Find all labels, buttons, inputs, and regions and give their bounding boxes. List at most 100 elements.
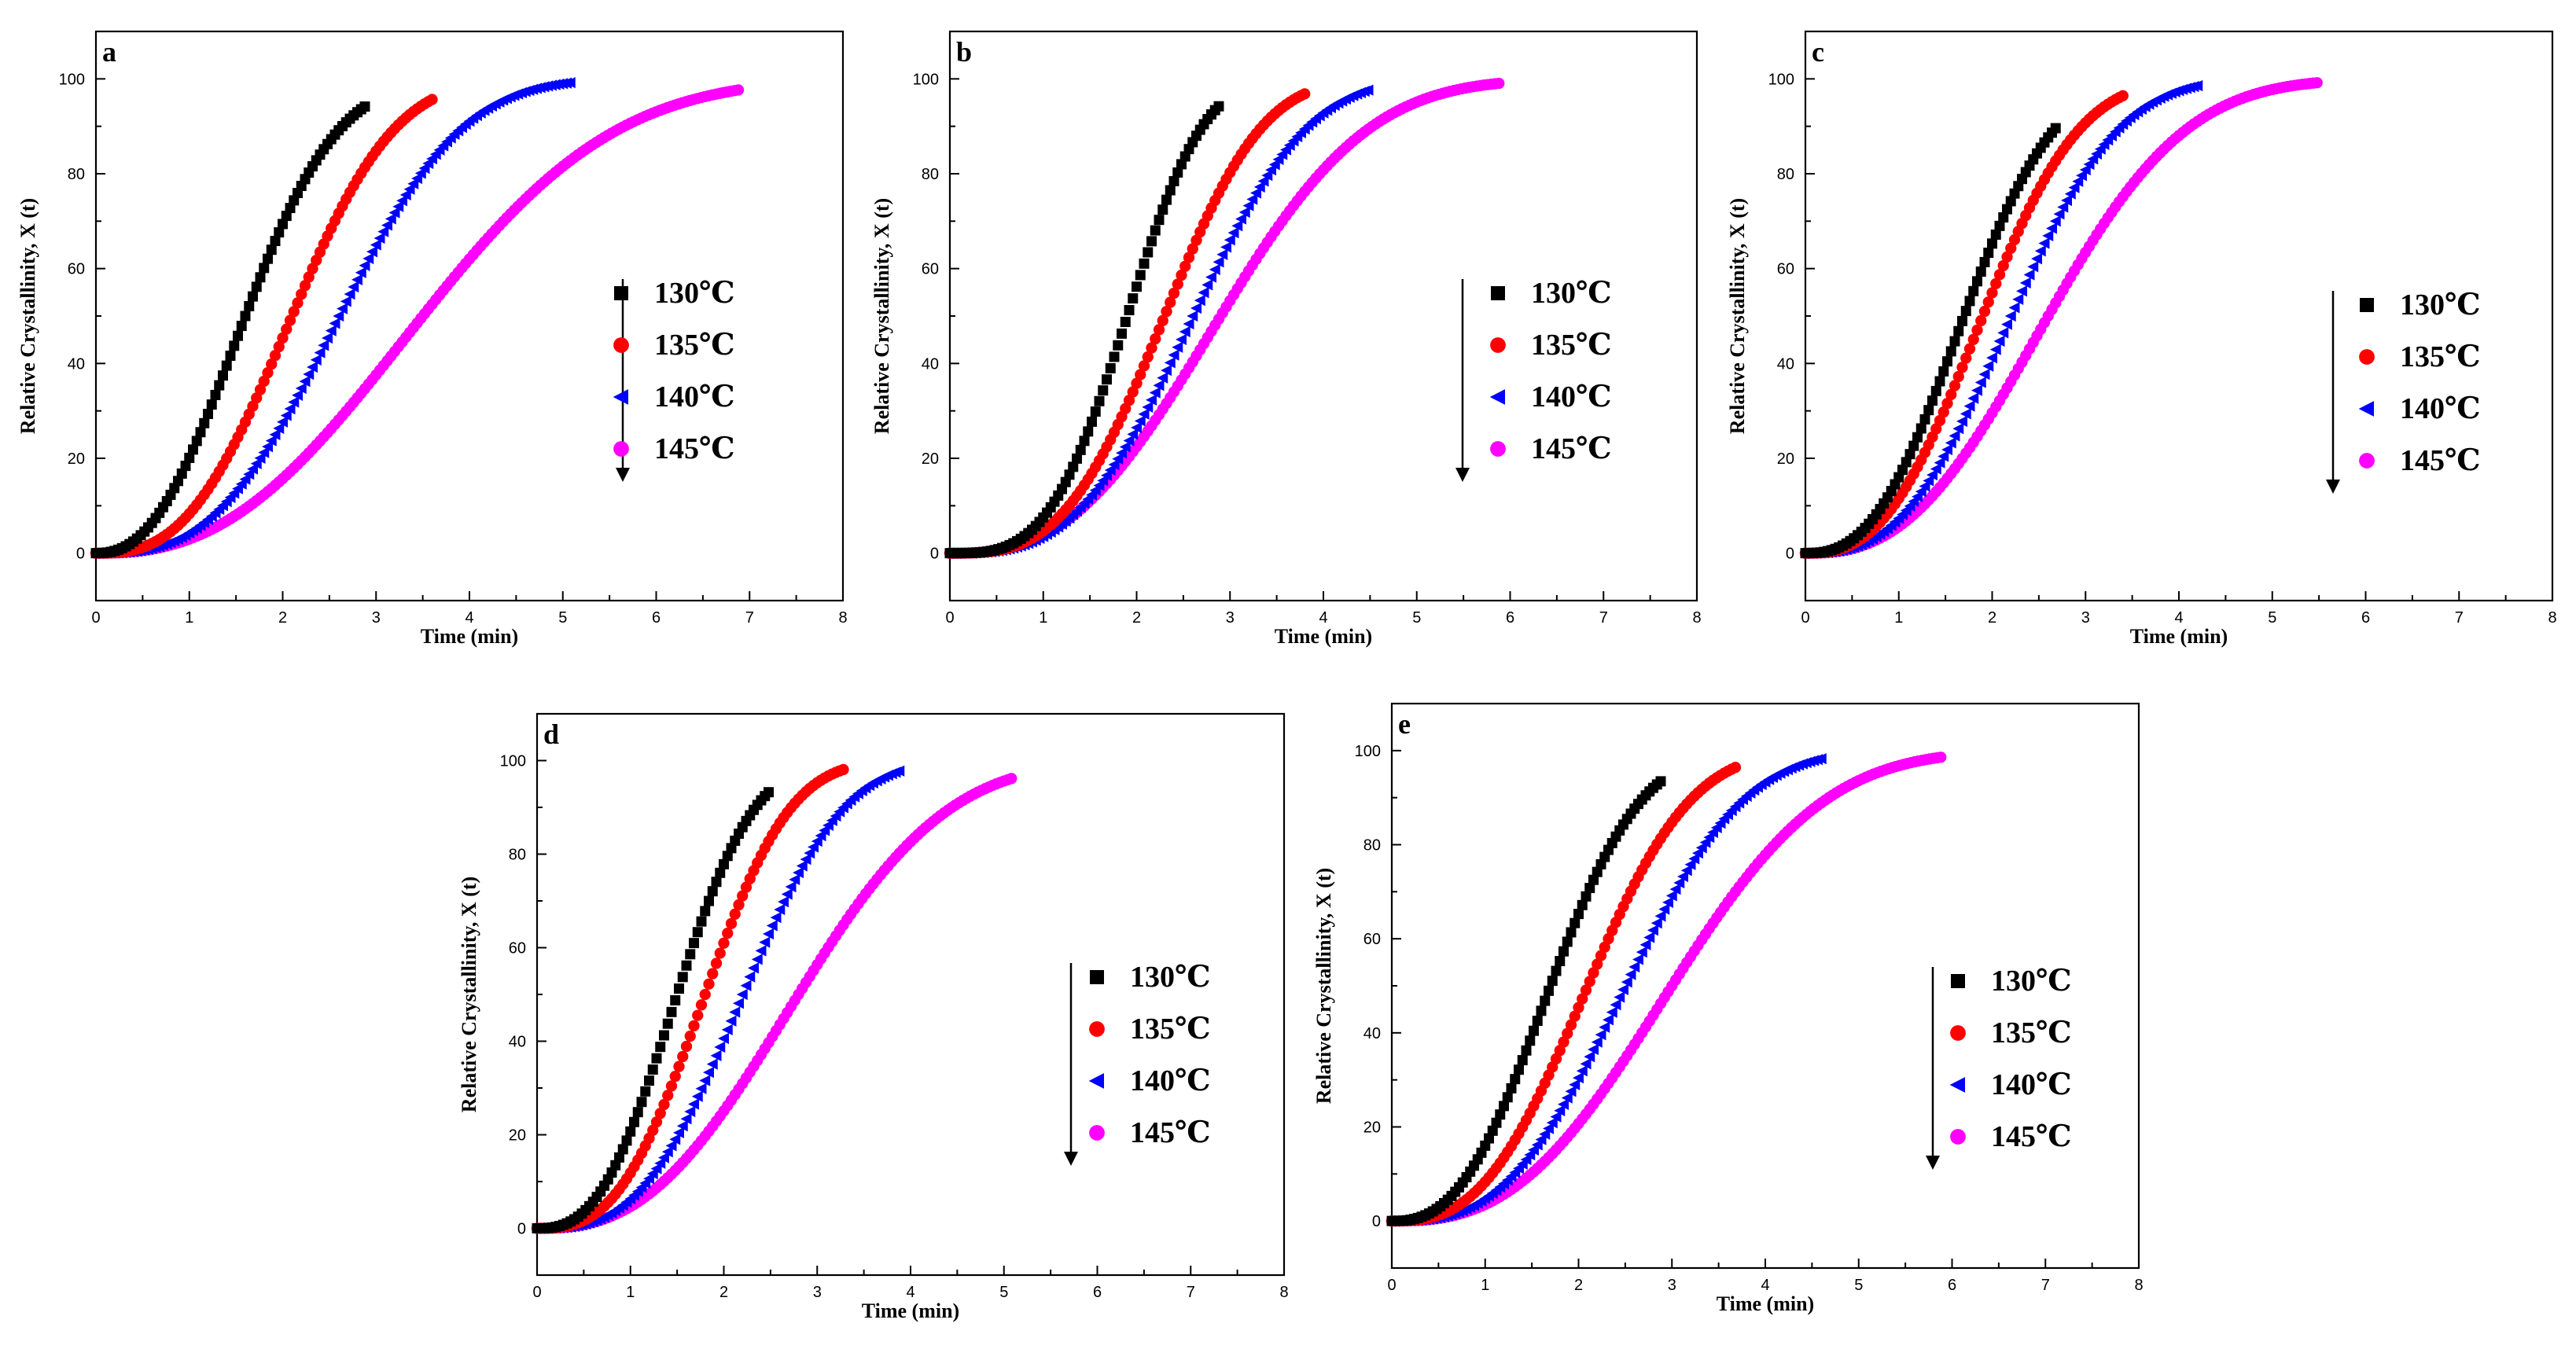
x-tick-label: 3 — [372, 609, 381, 627]
data-point — [1591, 1036, 1603, 1048]
data-point — [1517, 1055, 1528, 1066]
data-point — [199, 417, 210, 428]
y-tick-label: 40 — [922, 355, 939, 373]
data-point — [1216, 248, 1228, 260]
data-point — [1525, 1035, 1536, 1046]
data-point — [1108, 458, 1120, 471]
x-tick-label: 4 — [1319, 609, 1327, 627]
data-point — [281, 211, 292, 222]
data-point — [1673, 877, 1685, 889]
x-tick-label: 5 — [999, 1284, 1008, 1301]
data-point — [1157, 314, 1168, 326]
data-point — [1573, 1071, 1584, 1084]
legend-label: 145℃ — [1531, 432, 1612, 465]
data-point — [699, 988, 711, 1001]
legend-entry: 135℃ — [613, 329, 735, 362]
data-point — [244, 301, 255, 312]
x-tick-label: 4 — [465, 609, 473, 627]
data-point — [1967, 333, 1979, 345]
data-point — [1650, 917, 1662, 929]
legend-marker — [1490, 441, 1506, 457]
data-point — [288, 396, 300, 408]
data-point — [1662, 896, 1673, 909]
data-point — [1495, 1109, 1506, 1120]
x-tick-label: 8 — [1279, 1284, 1288, 1301]
data-point — [1506, 1082, 1517, 1094]
data-point — [1536, 1005, 1547, 1016]
data-point — [621, 1135, 632, 1146]
data-point — [388, 207, 400, 219]
data-point — [1153, 380, 1165, 391]
y-tick-label: 60 — [922, 261, 939, 278]
y-tick-label: 40 — [509, 1034, 526, 1051]
data-point — [265, 435, 277, 447]
data-point — [351, 274, 362, 285]
data-point — [176, 468, 187, 479]
data-point — [1930, 463, 1941, 475]
data-point — [1695, 842, 1707, 854]
data-point — [1632, 954, 1643, 965]
data-point — [1491, 1117, 1502, 1128]
data-point — [2046, 222, 2057, 234]
data-point — [1157, 372, 1168, 384]
y-tick-label: 60 — [68, 261, 85, 278]
data-point — [362, 252, 374, 265]
data-point — [1994, 220, 2005, 231]
data-point — [1945, 437, 1956, 449]
data-point — [1573, 1002, 1584, 1013]
data-point — [1102, 374, 1112, 385]
data-point — [1935, 752, 1947, 763]
data-point — [1138, 360, 1150, 372]
data-point — [396, 195, 407, 207]
data-point — [1915, 486, 1926, 498]
data-point — [1968, 285, 1979, 296]
y-tick-label: 100 — [1768, 71, 1794, 88]
y-tick-label: 100 — [913, 71, 939, 88]
legend-marker — [2360, 298, 2374, 312]
data-point — [348, 281, 359, 293]
data-point — [1595, 1029, 1606, 1041]
data-point — [1143, 247, 1154, 258]
data-point — [2079, 164, 2091, 176]
legend-arrow-head — [1926, 1156, 1940, 1170]
data-point — [1599, 1021, 1610, 1033]
x-tick-label: 2 — [1574, 1277, 1583, 1294]
data-point — [1952, 423, 1964, 435]
data-point — [1569, 1079, 1581, 1090]
data-point — [1989, 344, 2001, 355]
data-point — [1083, 426, 1094, 437]
data-point — [1595, 950, 1607, 961]
data-point — [1165, 296, 1176, 308]
legend-arrow-head — [616, 468, 630, 482]
data-point — [273, 422, 285, 435]
data-point — [274, 227, 285, 238]
data-point — [770, 911, 782, 924]
data-point — [374, 232, 385, 244]
data-point — [322, 332, 333, 344]
data-point — [1978, 305, 1991, 318]
data-point — [785, 880, 797, 893]
x-tick-label: 0 — [91, 609, 100, 627]
x-tick-label: 5 — [2268, 609, 2276, 627]
legend-entry: 140℃ — [2358, 392, 2481, 425]
data-point — [2038, 237, 2050, 249]
data-point — [684, 1105, 696, 1118]
x-tick-label: 1 — [626, 1284, 635, 1301]
data-point — [1986, 352, 1997, 364]
legend-label: 130℃ — [1531, 277, 1612, 310]
data-point — [1179, 260, 1191, 272]
data-point — [1915, 423, 1926, 434]
data-point — [262, 366, 274, 379]
data-point — [815, 829, 826, 842]
data-point — [278, 219, 288, 230]
data-point — [695, 999, 708, 1011]
data-point — [1105, 362, 1116, 373]
data-point — [1161, 364, 1172, 377]
data-point — [1655, 776, 1666, 787]
data-point — [2117, 90, 2129, 101]
data-point — [1242, 200, 1254, 211]
data-point — [893, 765, 905, 777]
data-point — [399, 189, 411, 201]
data-point — [673, 1127, 684, 1139]
